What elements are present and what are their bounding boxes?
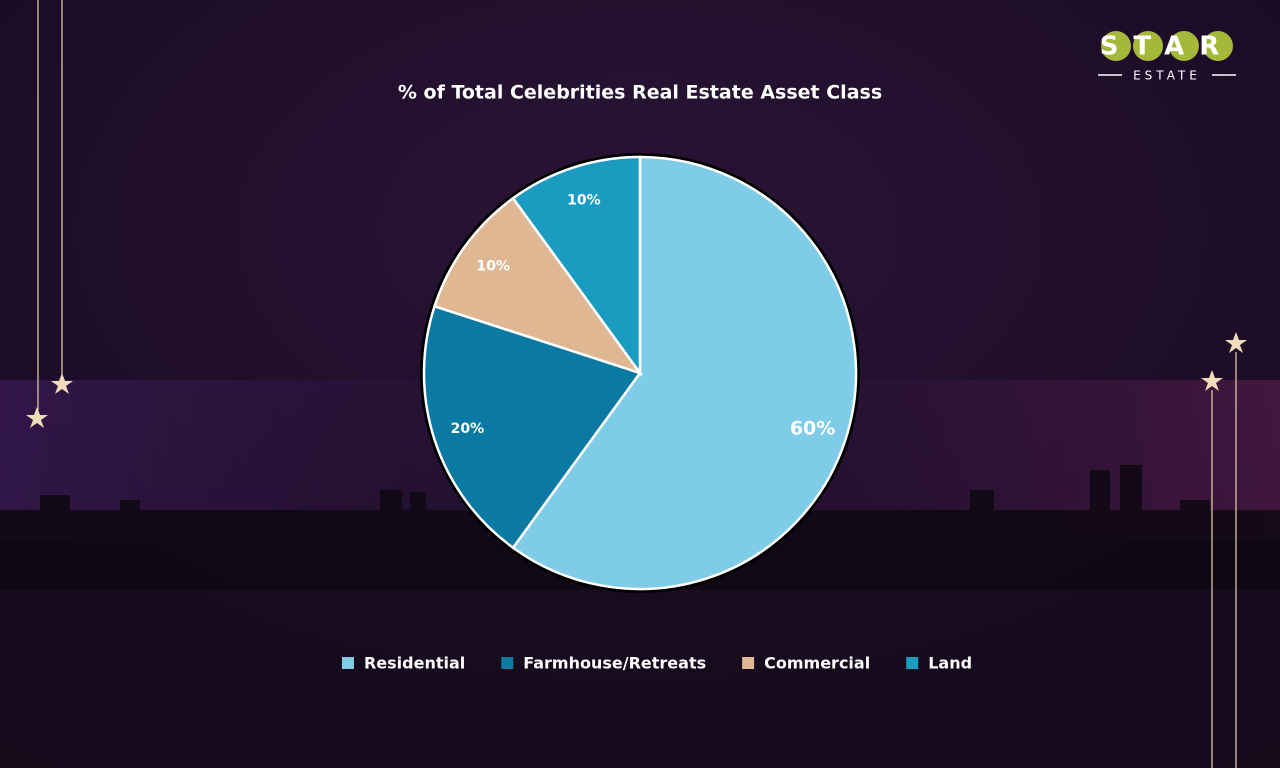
legend-label: Commercial [764,654,870,673]
slice-label: 60% [790,418,835,440]
logo: STAR ESTATE [1098,31,1236,83]
slice-label: 20% [451,421,485,437]
legend-label: Residential [364,654,465,673]
chart-title: % of Total Celebrities Real Estate Asset… [398,82,882,104]
slice-label: 10% [476,258,510,274]
water [0,590,1280,768]
legend-swatch [742,657,755,669]
brand-name: STAR [1100,32,1235,62]
pie-slice [422,304,643,550]
legend-label: Farmhouse/Retreats [523,654,706,673]
legend-label: Land [928,654,972,673]
pie: 60% 20% 10% 10% [422,155,858,591]
pie-slice [511,155,858,591]
slice-label: 10% [567,192,601,208]
pie-slice [511,155,642,377]
decor-stars [26,332,1247,428]
brand-tagline: ESTATE [1133,69,1201,83]
pie-slice [432,196,644,376]
legend-swatch [501,657,514,669]
legend: Residential Farmhouse/Retreats Commercial L… [341,654,972,673]
legend-swatch [341,657,354,669]
decor-lines [37,0,1237,768]
legend-swatch [906,657,919,669]
